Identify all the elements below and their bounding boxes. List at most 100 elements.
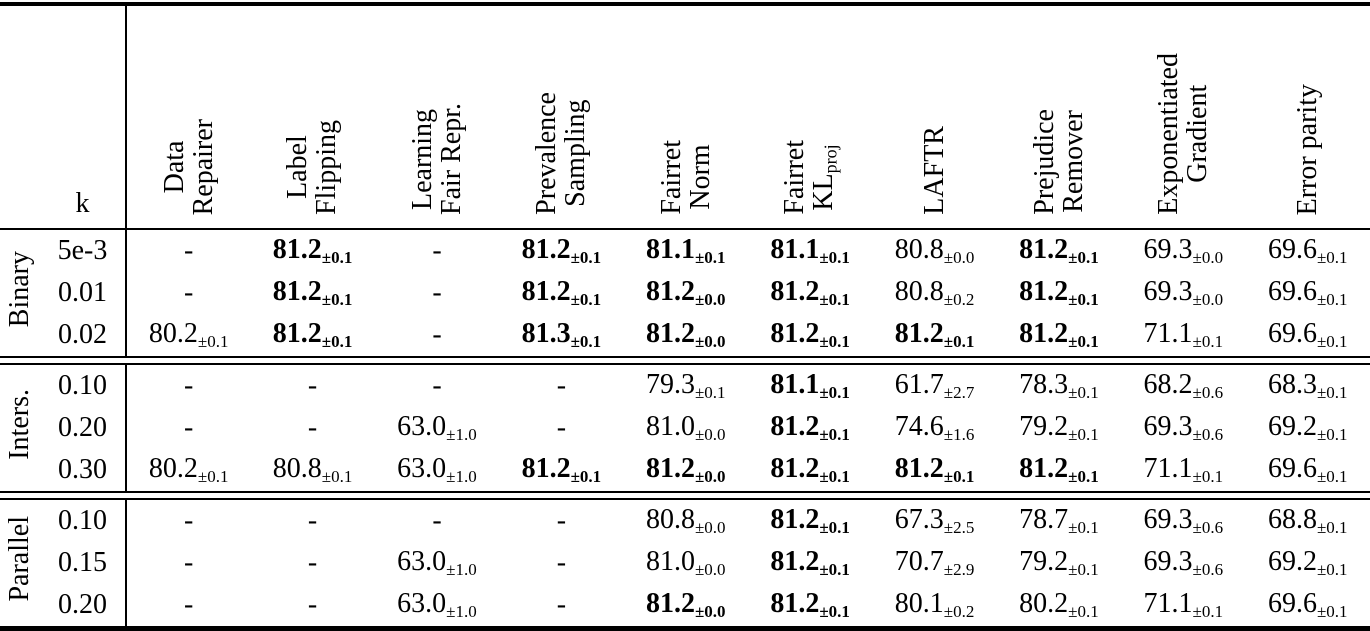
std-dev-subscript: ±0.2	[943, 602, 975, 621]
std-dev-subscript: ±0.1	[321, 248, 353, 267]
metric-value: 81.2±0.0	[645, 588, 726, 621]
std-dev-subscript: ±0.1	[819, 425, 850, 444]
missing-value: -	[307, 412, 318, 443]
std-dev-subscript: ±0.1	[819, 518, 850, 537]
group-separator-rule	[0, 356, 1370, 365]
std-dev-subscript: ±0.1	[321, 332, 353, 351]
std-dev-subscript: ±0.1	[1316, 290, 1348, 309]
std-dev-subscript: ±0.1	[1068, 383, 1099, 402]
table-cell: 80.2±0.1	[126, 314, 250, 357]
std-dev-subscript: ±0.0	[694, 425, 726, 444]
table-cell: 81.2±0.1	[997, 314, 1121, 357]
std-dev-subscript: ±0.1	[1316, 332, 1348, 351]
rotated-group-label: Binary	[4, 250, 36, 328]
table-cell: 81.1±0.1	[748, 364, 872, 407]
table-cell: 63.0±1.0	[375, 542, 499, 584]
metric-value: 81.2±0.1	[770, 588, 850, 621]
std-dev-subscript: ±0.1	[1068, 518, 1099, 537]
table-cell: 80.8±0.2	[872, 272, 996, 314]
table-cell: 71.1±0.1	[1121, 314, 1245, 357]
table-cell: 81.2±0.0	[624, 272, 748, 314]
table-cell: 80.2±0.1	[997, 584, 1121, 629]
table-cell: 68.2±0.6	[1121, 364, 1245, 407]
table-cell: 69.3±0.6	[1121, 407, 1245, 449]
std-dev-subscript: ±2.7	[943, 383, 975, 402]
table-cell: 81.1±0.1	[624, 229, 748, 272]
metric-value: 63.0±1.0	[397, 453, 477, 486]
k-value: 0.01	[40, 272, 127, 314]
rotated-header-text: Fairret KLproj	[778, 140, 841, 215]
metric-value: 63.0±1.0	[397, 546, 477, 579]
table-row: Inters. 0.10 - - - - 79.3±0.1 81.1±0.1 61.7±2.7 7…	[0, 364, 1370, 459]
col-header-fairret-norm: Fairret Norm	[623, 4, 748, 230]
std-dev-subscript: ±0.1	[819, 560, 850, 579]
table-cell: -	[250, 542, 374, 584]
table-cell: 71.1±0.1	[1121, 449, 1245, 492]
std-dev-subscript: ±0.1	[1316, 518, 1348, 537]
table-cell: 74.6±1.6	[872, 407, 996, 449]
table-cell: 79.2±0.1	[997, 407, 1121, 449]
rotated-header-text: LAFTR	[918, 126, 950, 215]
table-row: 0.20 - - 63.0±1.0 - 81.2±0.0 81.2±0.1 80.1±0.2 8…	[0, 584, 1370, 629]
table-row: 0.30 80.2±0.1 80.8±0.1 63.0±1.0 81.2±0.1 81.2…	[0, 449, 1370, 492]
group-separator-rule	[0, 491, 1370, 500]
rotated-header-text: Error parity	[1292, 83, 1324, 215]
col-header-learning-fair-repr: Learning Fair Repr.	[374, 4, 500, 230]
metric-value: 80.2±0.1	[148, 318, 229, 351]
metric-value: 80.8±0.1	[272, 453, 353, 486]
std-dev-subscript: ±0.1	[1316, 467, 1348, 486]
std-dev-subscript: ±0.0	[694, 602, 726, 621]
table-cell: -	[126, 229, 250, 272]
missing-value: -	[184, 370, 194, 401]
missing-value: -	[184, 589, 194, 620]
table-cell: -	[499, 364, 623, 407]
rotated-group-label: Parallel	[4, 516, 36, 602]
table-cell: 69.6±0.1	[1246, 584, 1370, 629]
table-cell: -	[499, 407, 623, 449]
std-dev-subscript: ±0.1	[1192, 467, 1224, 486]
table-cell: -	[126, 542, 250, 584]
table-cell: 80.1±0.2	[872, 584, 996, 629]
table-cell: 78.3±0.1	[997, 364, 1121, 407]
metric-value: 63.0±1.0	[397, 588, 477, 621]
table-cell: 69.6±0.1	[1246, 272, 1370, 314]
metric-value: 81.2±0.1	[770, 276, 850, 309]
table-cell: 69.2±0.1	[1246, 542, 1370, 584]
table-cell: -	[375, 314, 499, 357]
table-cell: 78.7±0.1	[997, 499, 1121, 542]
missing-value: -	[184, 412, 194, 443]
table-cell: 67.3±2.5	[872, 499, 996, 542]
table-cell: -	[375, 272, 499, 314]
std-dev-subscript: ±0.1	[570, 290, 602, 309]
metric-value: 69.2±0.1	[1267, 546, 1348, 579]
col-header-label-flipping: Label Flipping	[250, 4, 375, 230]
metric-value: 81.2±0.0	[645, 276, 726, 309]
table-cell: 69.2±0.1	[1246, 407, 1370, 449]
std-dev-subscript: ±0.1	[1316, 425, 1348, 444]
metric-value: 81.2±0.1	[770, 546, 850, 579]
table-cell: 80.8±0.1	[250, 449, 374, 492]
table-cell: 69.6±0.1	[1246, 229, 1370, 272]
missing-value: -	[432, 319, 442, 350]
table-cell: 81.2±0.1	[250, 229, 374, 272]
std-dev-subscript: ±0.1	[570, 248, 602, 267]
table-cell: 70.7±2.9	[872, 542, 996, 584]
group-separator	[0, 356, 1370, 365]
metric-value: 80.2±0.1	[1019, 588, 1099, 621]
metric-value: 81.2±0.1	[272, 318, 353, 351]
table-row: 0.20 - - 63.0±1.0 - 81.0±0.0 81.2±0.1 74.6±1.6 7…	[0, 407, 1370, 449]
metric-value: 81.2±0.1	[1019, 234, 1099, 267]
std-dev-subscript: ±0.1	[819, 290, 850, 309]
std-dev-subscript: ±0.1	[694, 248, 726, 267]
metric-value: 68.2±0.6	[1143, 369, 1224, 402]
table-cell: 81.2±0.1	[250, 314, 374, 357]
metric-value: 81.2±0.1	[894, 318, 975, 351]
std-dev-subscript: ±0.6	[1192, 560, 1224, 579]
std-dev-subscript: ±0.1	[819, 602, 850, 621]
metric-value: 81.3±0.1	[521, 318, 602, 351]
table-cell: 63.0±1.0	[375, 407, 499, 449]
col-header-error-parity: Error parity	[1245, 4, 1370, 230]
metric-value: 81.1±0.1	[770, 369, 850, 402]
